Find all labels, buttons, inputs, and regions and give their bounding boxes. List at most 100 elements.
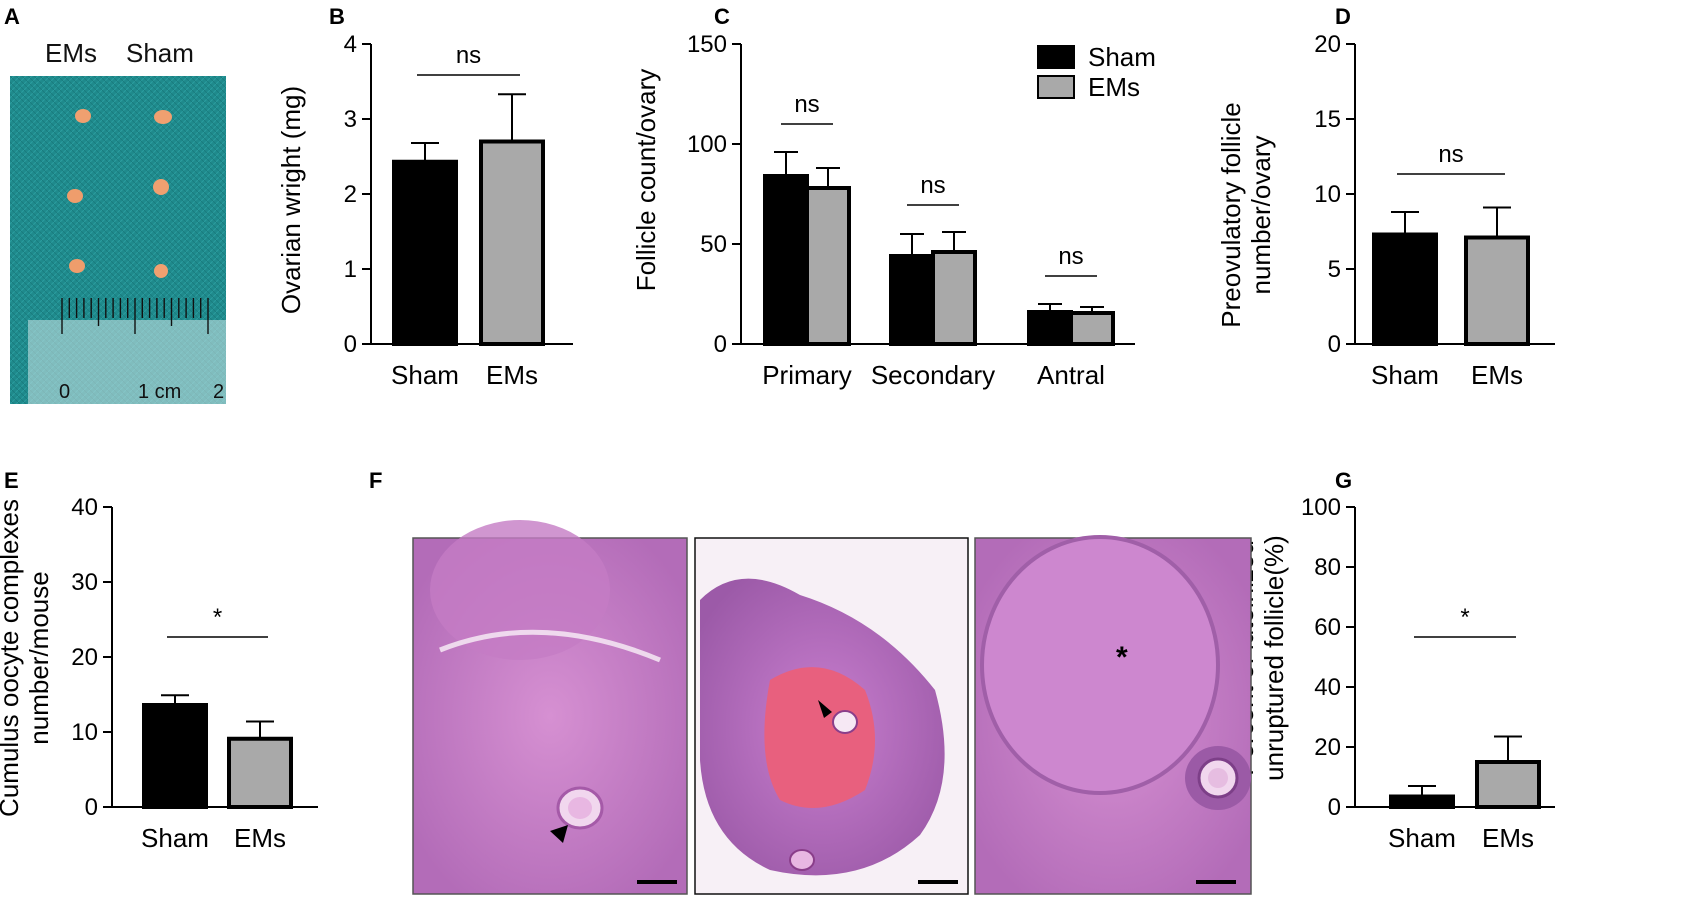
bar-sham	[1372, 232, 1438, 346]
panel-label-A: A	[4, 4, 20, 29]
y-axis-label: number/ovary	[1246, 136, 1276, 295]
x-category-label: EMs	[1471, 360, 1523, 390]
ovary-sham-2	[153, 179, 169, 195]
chart-g: 020406080100Percent of luteinizedunruptu…	[1229, 494, 1555, 853]
micrograph-3: *	[974, 535, 1252, 895]
panel-f-histology: *	[412, 520, 1252, 895]
ovary-ems-3	[69, 259, 85, 273]
y-tick-label: 40	[1314, 674, 1341, 701]
x-category-label: Primary	[762, 360, 852, 390]
ruler-label-2: 2	[213, 381, 224, 403]
legend-label-ems: EMs	[1088, 72, 1140, 102]
y-tick-label: 15	[1314, 106, 1341, 133]
y-axis-label: number/mouse	[24, 571, 54, 744]
micrograph-2	[694, 537, 969, 895]
y-tick-label: 60	[1314, 614, 1341, 641]
y-axis-label: Follicle count/ovary	[631, 69, 661, 292]
legend-swatch-ems	[1037, 75, 1075, 99]
x-category-label: EMs	[486, 360, 538, 390]
x-category-label: Sham	[391, 360, 459, 390]
bar-ems	[1475, 760, 1541, 809]
significance-label: *	[213, 604, 222, 631]
ruler-label-1cm: 1 cm	[138, 381, 181, 403]
y-tick-label: 100	[687, 131, 727, 158]
ovary-ems-1	[75, 109, 91, 123]
y-tick-label: 0	[85, 794, 98, 821]
chart-c: 0 50 100 150 Follicle count/ovary Primary ns Se…	[631, 31, 1156, 390]
bar-sham	[142, 703, 208, 809]
y-tick-label: 20	[1314, 31, 1341, 58]
x-category-label: Sham	[141, 823, 209, 853]
arrowhead-icon	[550, 825, 568, 843]
x-category-label: EMs	[1482, 823, 1534, 853]
significance-label: ns	[1438, 141, 1463, 168]
y-tick-label: 50	[700, 231, 727, 258]
x-category-label: Sham	[1371, 360, 1439, 390]
group-label-sham: Sham	[126, 38, 194, 68]
group-label-ems: EMs	[45, 38, 97, 68]
y-tick-label: 4	[344, 31, 357, 58]
significance-label: ns	[920, 172, 945, 199]
y-tick-label: 20	[71, 644, 98, 671]
y-tick-label: 30	[71, 569, 98, 596]
significance-label: *	[1460, 604, 1469, 631]
legend-swatch-sham	[1037, 45, 1075, 69]
y-tick-label: 0	[1328, 794, 1341, 821]
y-tick-label: 3	[344, 106, 357, 133]
y-tick-label: 40	[71, 494, 98, 521]
y-tick-label: 10	[71, 719, 98, 746]
ruler	[28, 320, 226, 404]
legend-label-sham: Sham	[1088, 42, 1156, 72]
panel-label-C: C	[714, 4, 730, 29]
panel-label-F: F	[369, 468, 382, 493]
significance-label: ns	[456, 42, 481, 69]
ruler-label-0: 0	[59, 381, 70, 403]
scale-bar	[918, 880, 958, 884]
luteinized-marker: *	[1116, 641, 1128, 674]
significance-label: ns	[1058, 243, 1083, 270]
y-tick-label: 0	[1328, 331, 1341, 358]
y-tick-label: 80	[1314, 554, 1341, 581]
y-tick-label: 100	[1301, 494, 1341, 521]
arrowhead-icon	[818, 700, 832, 718]
bar-sham-secondary	[889, 254, 935, 346]
panel-label-B: B	[329, 4, 345, 29]
bar-sham	[1389, 794, 1455, 809]
y-tick-label: 10	[1314, 181, 1341, 208]
ovary-ems-2	[67, 189, 83, 203]
chart-e: 0 10 20 30 40 Cumulus oocyte complexesnumber/…	[0, 494, 318, 853]
y-axis-label: Cumulus oocyte complexes	[0, 499, 24, 817]
y-axis-label: Preovulatory follicle	[1216, 102, 1246, 327]
scale-bar	[637, 880, 677, 884]
y-tick-label: 0	[714, 331, 727, 358]
scale-bar	[1196, 880, 1236, 884]
x-category-label: EMs	[234, 823, 286, 853]
ovary-sham-3	[154, 264, 168, 278]
bar-ems-primary	[805, 186, 851, 346]
y-tick-label: 1	[344, 256, 357, 283]
bar-ems	[227, 736, 293, 809]
y-tick-label: 5	[1328, 256, 1341, 283]
bar-sham-primary	[763, 174, 809, 346]
bar-sham	[392, 159, 458, 346]
bar-ems	[479, 139, 545, 346]
x-category-label: Antral	[1037, 360, 1105, 390]
bar-ems	[1464, 235, 1530, 346]
y-tick-label: 150	[687, 31, 727, 58]
panel-label-D: D	[1335, 4, 1351, 29]
significance-label: ns	[794, 91, 819, 118]
bar-ems-antral	[1069, 311, 1115, 346]
x-category-label: Secondary	[871, 360, 995, 390]
chart-d: 0 5 10 15 20 Preovulatory follicle number/ovar…	[1216, 31, 1555, 390]
panel-label-G: G	[1335, 468, 1352, 493]
x-category-label: Sham	[1388, 823, 1456, 853]
micrograph-1	[412, 520, 688, 895]
bar-sham-antral	[1027, 310, 1073, 346]
panel-a-photo: EMs Sham 0 1 cm 2	[10, 38, 226, 404]
panel-label-E: E	[4, 468, 19, 493]
y-axis-label: Ovarian wright (mg)	[276, 86, 306, 314]
chart-b: 0 1 2 3 4 Ovarian wright (mg) Sham EMs ns	[276, 31, 573, 390]
y-tick-label: 20	[1314, 734, 1341, 761]
ovary-sham-1	[154, 110, 172, 124]
